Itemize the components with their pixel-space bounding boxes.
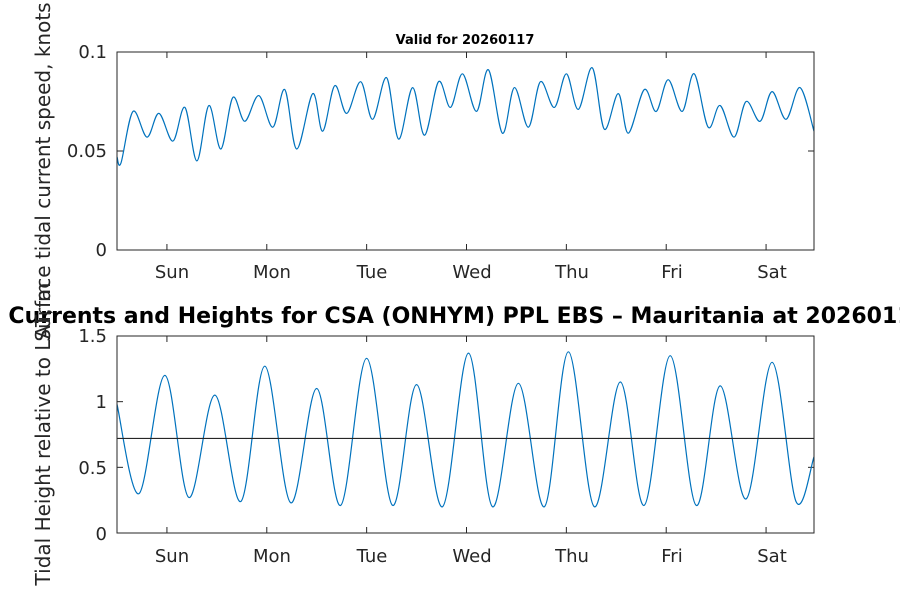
height-x-tick-label-mon: Mon [253,546,291,567]
tidal-height-chart: 0 0.5 1 1.5 Sun Mon Tue Wed Thu Fri Sat … [0,304,900,567]
current-x-tick-label-fri: Fri [661,262,682,283]
current-tick-marks [117,51,814,251]
height-y-axis-label: Tidal Height relative to LAT, m [31,283,55,587]
height-x-tick-label-wed: Wed [452,546,491,567]
height-y-tick-label-0: 0 [96,524,107,545]
height-x-tick-label-thu: Thu [554,546,589,567]
current-x-tick-label-wed: Wed [452,262,491,283]
current-speed-line [116,67,815,166]
height-y-tick-label-3: 1.5 [78,326,107,347]
current-axes-box [116,51,815,251]
height-x-tick-label-sun: Sun [155,546,189,567]
main-chart-title: Tidal Currents and Heights for CSA (ONHY… [0,304,900,329]
height-y-tick-label-1: 0.5 [78,458,107,479]
height-y-ticks: 0 0.5 1 1.5 [78,326,107,545]
height-x-tick-label-tue: Tue [356,546,388,567]
current-y-ticks: 0 0.05 0.1 [67,42,107,261]
current-x-tick-label-sun: Sun [155,262,189,283]
current-x-tick-label-mon: Mon [253,262,291,283]
current-y-tick-label-1: 0.05 [67,141,107,162]
current-x-tick-label-tue: Tue [356,262,388,283]
current-x-tick-label-sat: Sat [757,262,787,283]
current-x-tick-label-thu: Thu [554,262,589,283]
height-x-tick-label-sat: Sat [757,546,787,567]
current-y-tick-label-2: 0.1 [78,42,107,63]
height-x-tick-label-fri: Fri [661,546,682,567]
height-axes-box [116,335,815,534]
current-y-tick-label-0: 0 [96,240,107,261]
current-chart-title: Valid for 20260117 [396,33,535,48]
current-x-ticks: Sun Mon Tue Wed Thu Fri Sat [155,262,787,283]
current-speed-chart: Valid for 20260117 0 0.05 0.1 Sun Mon Tu… [67,33,815,283]
height-x-ticks: Sun Mon Tue Wed Thu Fri Sat [155,546,787,567]
height-y-tick-label-2: 1 [96,392,107,413]
current-y-axis-label: Surface tidal current speed, knots [31,2,55,341]
tidal-height-line [116,351,815,508]
